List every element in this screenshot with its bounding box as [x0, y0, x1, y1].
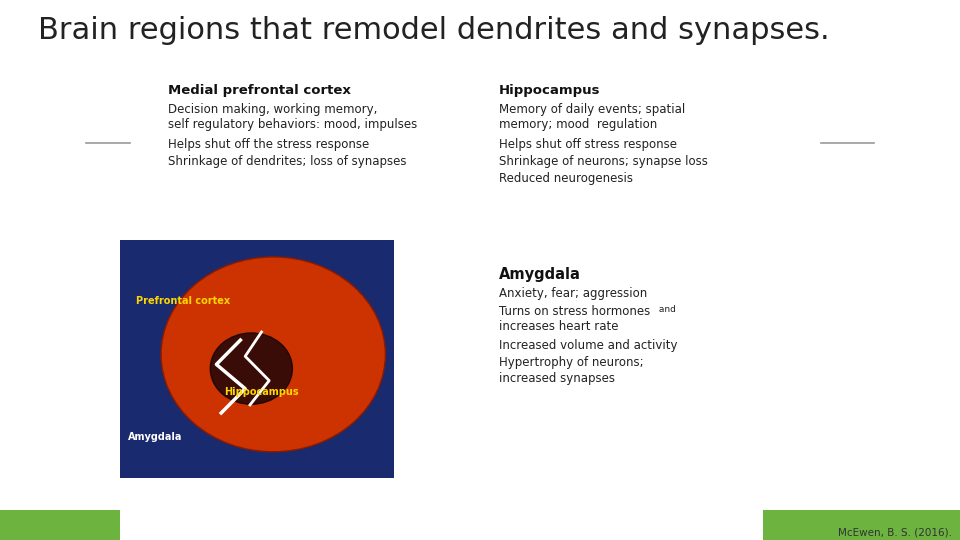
Ellipse shape — [161, 257, 385, 452]
Text: Hypertrophy of neurons;: Hypertrophy of neurons; — [499, 356, 644, 369]
Text: and: and — [656, 305, 676, 314]
Text: Anxiety, fear; aggression: Anxiety, fear; aggression — [499, 287, 647, 300]
Text: Prefrontal cortex: Prefrontal cortex — [136, 296, 230, 307]
Text: Shrinkage of dendrites; loss of synapses: Shrinkage of dendrites; loss of synapses — [168, 155, 406, 168]
Text: Helps shut off the stress response: Helps shut off the stress response — [168, 138, 370, 151]
Text: self regulatory behaviors: mood, impulses: self regulatory behaviors: mood, impulse… — [168, 118, 418, 131]
Text: increased synapses: increased synapses — [499, 372, 615, 384]
Text: Amygdala: Amygdala — [129, 432, 182, 442]
Text: Hippocampus: Hippocampus — [224, 387, 299, 397]
Text: increases heart rate: increases heart rate — [499, 320, 618, 333]
Text: Helps shut off stress response: Helps shut off stress response — [499, 138, 677, 151]
Text: memory; mood  regulation: memory; mood regulation — [499, 118, 658, 131]
FancyBboxPatch shape — [120, 240, 394, 478]
Text: Amygdala: Amygdala — [499, 267, 581, 282]
Text: Turns on stress hormones: Turns on stress hormones — [499, 305, 651, 318]
Text: McEwen, B. S. (2016).: McEwen, B. S. (2016). — [838, 527, 952, 537]
Text: Increased volume and activity: Increased volume and activity — [499, 339, 678, 352]
Text: Shrinkage of neurons; synapse loss: Shrinkage of neurons; synapse loss — [499, 155, 708, 168]
Text: Decision making, working memory,: Decision making, working memory, — [168, 103, 377, 116]
Text: Medial prefrontal cortex: Medial prefrontal cortex — [168, 84, 350, 97]
Text: Hippocampus: Hippocampus — [499, 84, 601, 97]
Ellipse shape — [210, 333, 293, 404]
FancyBboxPatch shape — [763, 510, 960, 540]
Text: Brain regions that remodel dendrites and synapses.: Brain regions that remodel dendrites and… — [38, 16, 830, 45]
Text: Reduced neurogenesis: Reduced neurogenesis — [499, 172, 634, 185]
FancyBboxPatch shape — [0, 510, 120, 540]
Text: Memory of daily events; spatial: Memory of daily events; spatial — [499, 103, 685, 116]
